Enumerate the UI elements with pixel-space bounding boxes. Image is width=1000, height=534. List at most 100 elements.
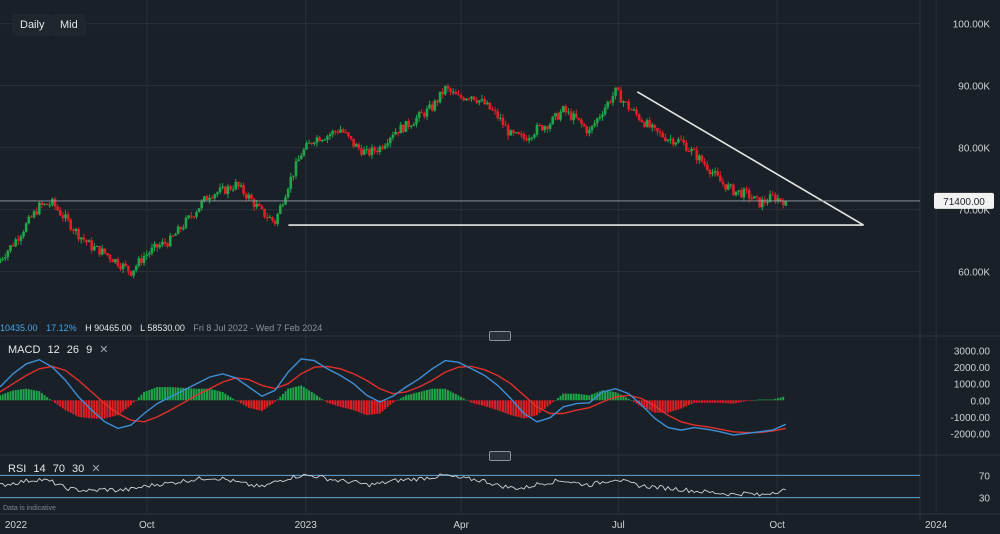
macd-histogram-bar: [533, 400, 536, 416]
candle-body: [412, 124, 416, 126]
candle-body: [250, 194, 253, 200]
candle-body: [671, 138, 675, 145]
macd-histogram-bar: [714, 400, 717, 403]
macd-histogram-bar: [350, 400, 353, 410]
candle-body: [381, 146, 384, 149]
mid-price-button[interactable]: Mid: [52, 14, 86, 36]
macd-histogram-bar: [33, 390, 36, 401]
macd-histogram-bar: [342, 400, 345, 408]
macd-histogram-bar: [782, 396, 785, 401]
candle-body: [271, 217, 274, 221]
macd-histogram-bar: [745, 400, 748, 402]
candle-body: [590, 125, 594, 131]
macd-histogram-bar: [9, 391, 12, 401]
macd-histogram-bar: [229, 396, 232, 401]
candle-body: [396, 131, 400, 134]
candle-body: [187, 215, 190, 218]
candle-body: [323, 139, 327, 141]
candle-body: [365, 149, 369, 151]
candle-body: [22, 231, 25, 237]
candle-body: [64, 214, 67, 219]
candle-body: [153, 243, 156, 248]
candle-body: [326, 136, 329, 140]
candle-body: [14, 239, 18, 247]
candle-body: [430, 104, 434, 111]
macd-fast: 12: [47, 344, 60, 356]
candle-body: [27, 216, 31, 224]
candle-body: [171, 235, 175, 237]
candle-body: [595, 118, 599, 124]
candle-body: [223, 186, 227, 194]
candle-body: [378, 146, 382, 153]
candle-body: [703, 161, 706, 165]
price-plot[interactable]: [0, 83, 920, 279]
macd-histogram-bar: [682, 400, 685, 408]
candle-body: [436, 100, 439, 103]
candle-body: [168, 235, 172, 247]
close-macd-icon[interactable]: ✕: [99, 344, 109, 356]
macd-histogram-bar: [216, 390, 219, 401]
rsi-plot[interactable]: [0, 473, 920, 499]
close-rsi-icon[interactable]: ✕: [91, 463, 101, 475]
candle-body: [108, 254, 112, 260]
candle-body: [428, 104, 431, 109]
candle-body: [559, 112, 562, 120]
macd-histogram-bar: [740, 400, 743, 403]
macd-histogram-bar: [127, 400, 130, 408]
rsi-name: RSI: [8, 463, 27, 475]
candle-body: [475, 99, 479, 103]
macd-histogram-bar: [313, 393, 316, 401]
macd-histogram-bar: [748, 400, 751, 401]
candle-body: [750, 198, 754, 200]
candle-body: [519, 134, 523, 136]
macd-histogram-bar: [625, 397, 628, 401]
macd-histogram-bar: [546, 400, 549, 407]
macd-tick-label: -2000.00: [951, 429, 991, 440]
macd-histogram-bar: [95, 400, 98, 419]
candle-body: [195, 212, 198, 217]
macd-histogram-bar: [211, 389, 214, 401]
candle-body: [292, 175, 295, 177]
macd-plot[interactable]: [0, 358, 787, 436]
macd-histogram-bar: [12, 390, 15, 401]
candle-body: [255, 203, 259, 207]
macd-histogram-bar: [321, 399, 324, 401]
rsi-legend[interactable]: RSI 14 70 30 ✕: [8, 461, 105, 477]
candle-body: [454, 91, 458, 95]
macd-histogram-bar: [74, 400, 77, 416]
macd-histogram-bar: [153, 388, 156, 401]
candle-body: [216, 192, 219, 195]
macd-histogram-bar: [774, 398, 777, 401]
candle-body: [265, 217, 269, 219]
macd-histogram-bar: [520, 400, 523, 418]
macd-histogram-bar: [742, 400, 745, 402]
candle-body: [221, 186, 224, 188]
price-pane-resize-handle[interactable]: [489, 331, 511, 341]
daily-timeframe-button[interactable]: Daily: [12, 14, 53, 36]
candle-body: [713, 171, 717, 173]
macd-histogram-bar: [661, 400, 664, 413]
price-tick-label: 80.00K: [958, 144, 990, 155]
macd-histogram-bar: [72, 400, 75, 415]
candle-body: [480, 98, 484, 101]
macd-histogram-bar: [556, 397, 559, 401]
candle-body: [176, 226, 180, 235]
macd-pane-resize-handle[interactable]: [489, 451, 511, 461]
candle-body: [155, 243, 159, 248]
candle-body: [692, 148, 696, 151]
macd-histogram-bar: [148, 390, 151, 401]
macd-histogram-bar: [4, 393, 7, 401]
candle-body: [509, 130, 513, 136]
macd-histogram-bar: [297, 386, 300, 401]
macd-legend[interactable]: MACD 12 26 9 ✕: [8, 342, 112, 358]
candle-body: [286, 188, 290, 198]
change-value: 10435.00: [0, 323, 38, 333]
macd-histogram-bar: [190, 388, 193, 401]
candle-body: [0, 259, 2, 263]
macd-histogram-bar: [224, 393, 227, 401]
macd-histogram-bar: [496, 400, 499, 411]
macd-histogram-bar: [564, 393, 567, 401]
candle-body: [77, 228, 80, 240]
macd-histogram-bar: [182, 387, 185, 401]
candle-body: [664, 137, 667, 142]
